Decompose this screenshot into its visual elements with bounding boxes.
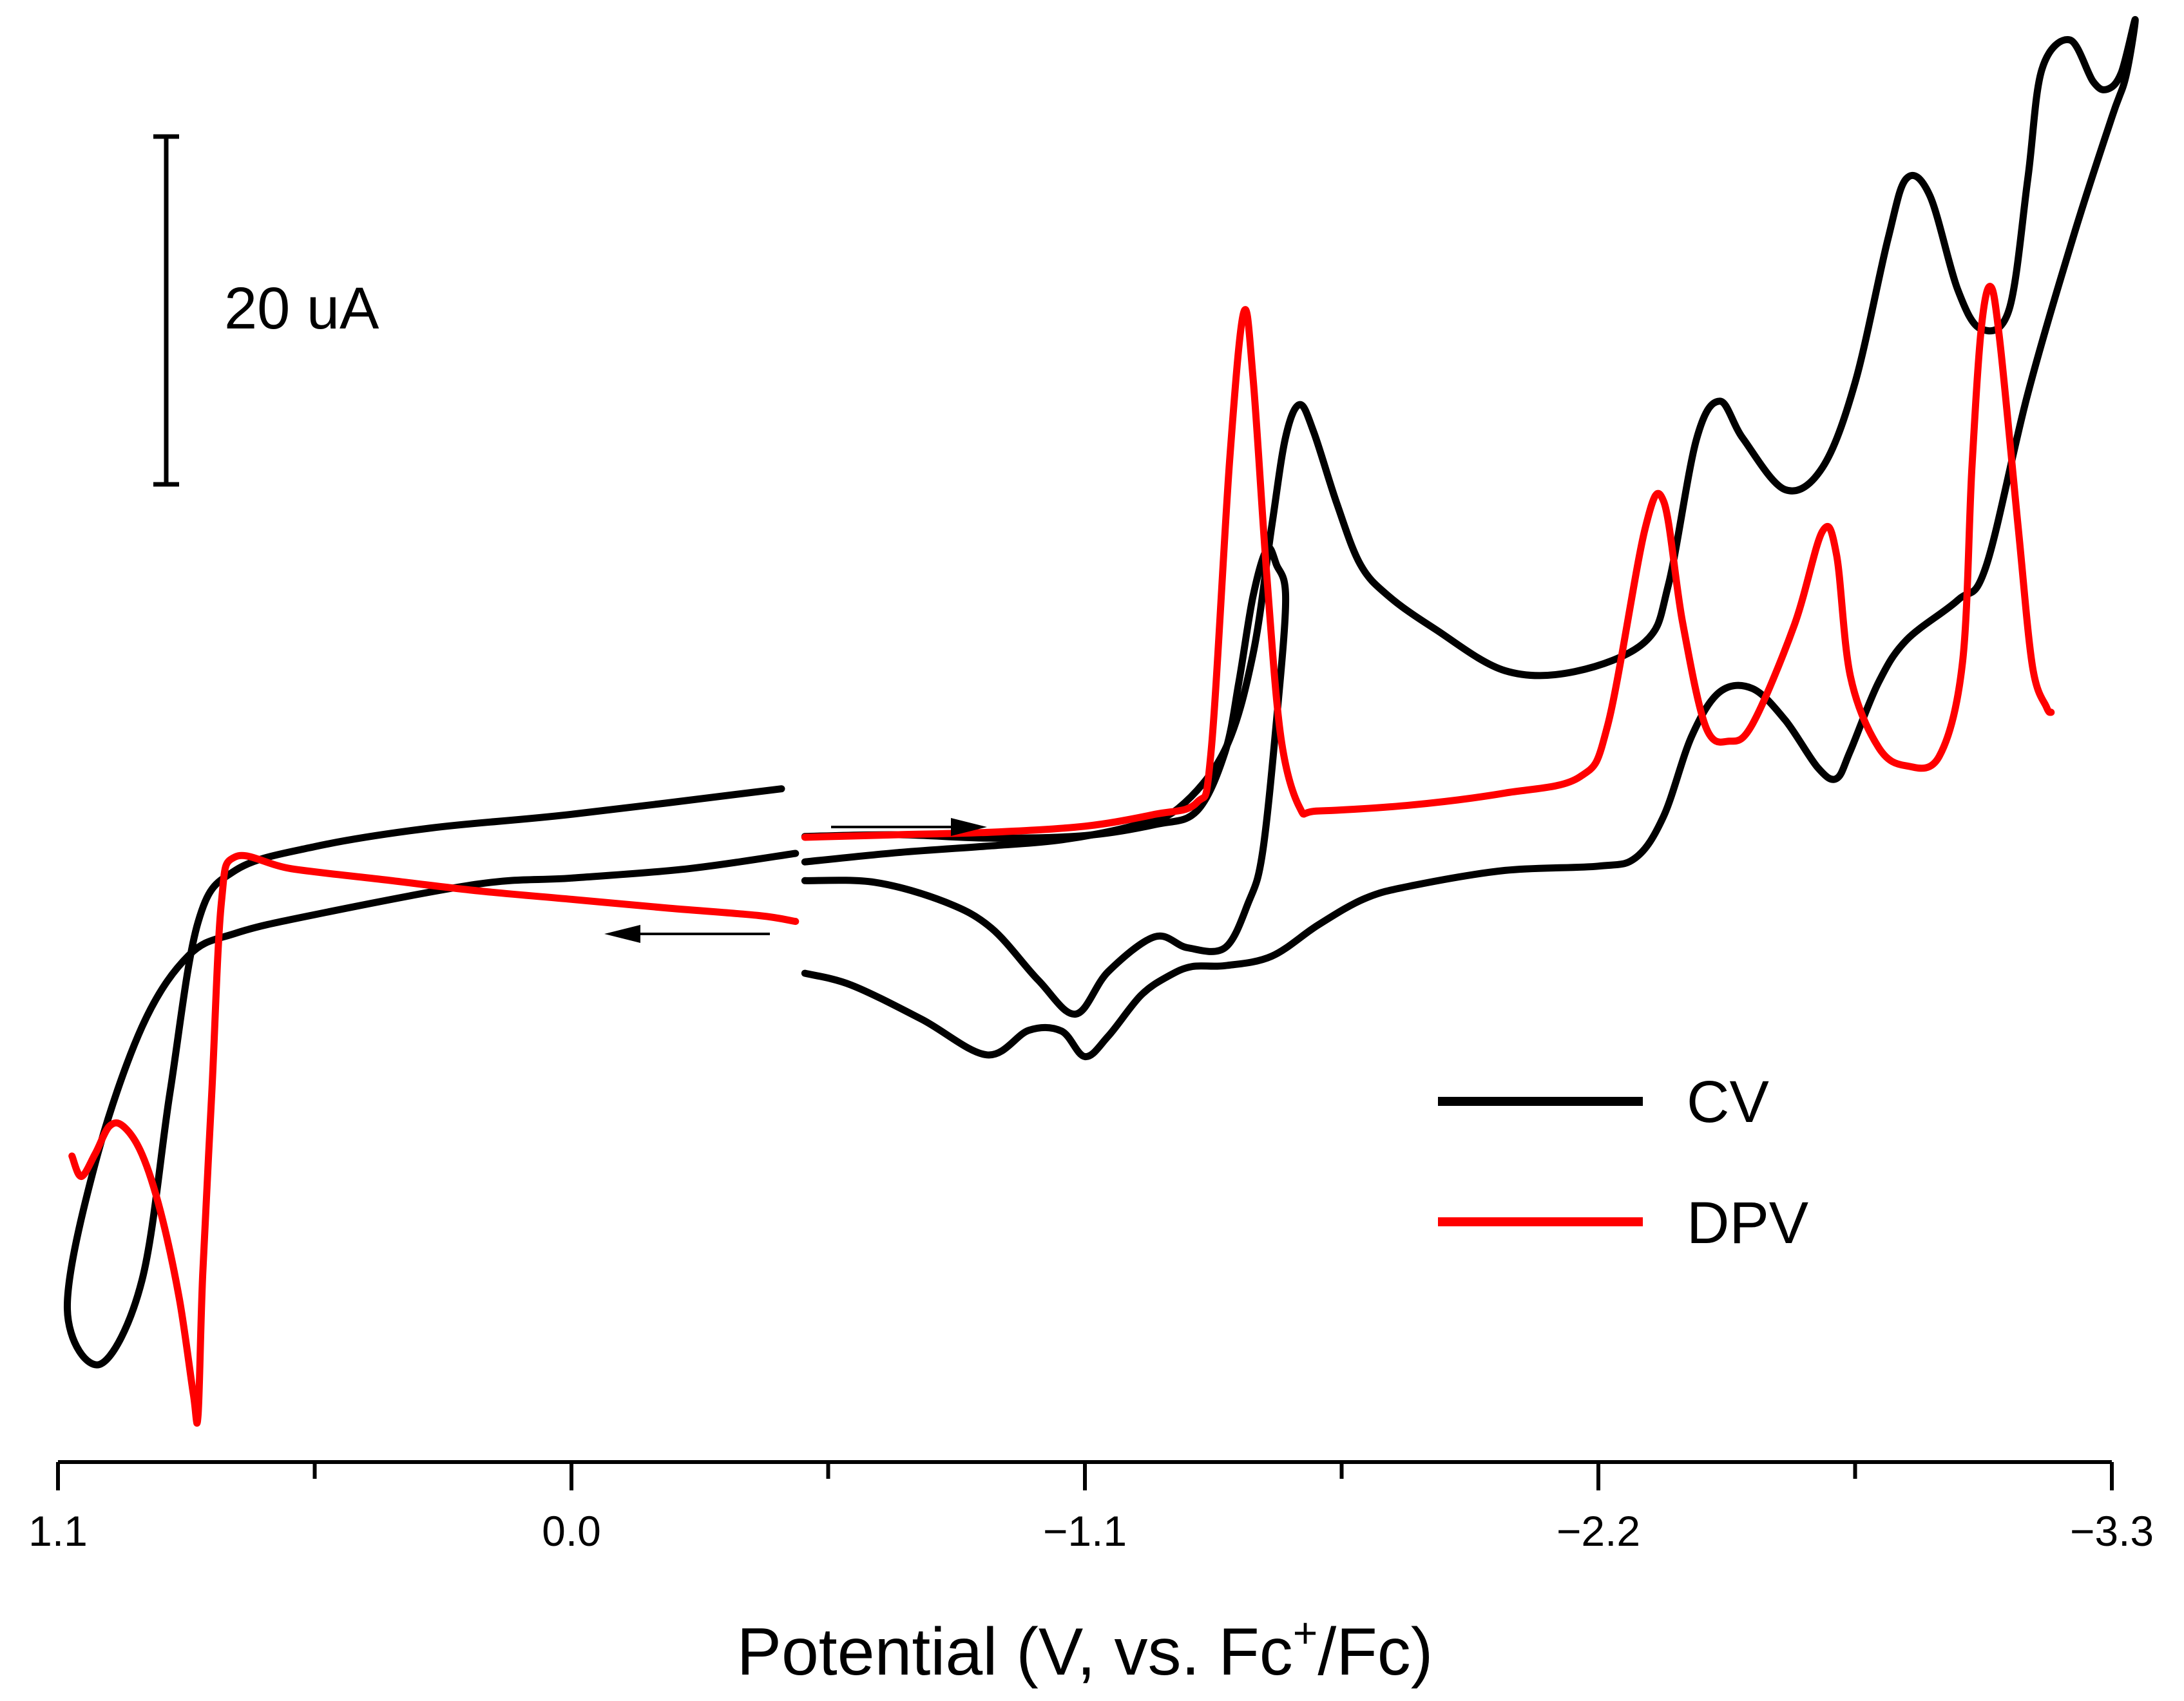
legend: CV DPV xyxy=(1438,1069,1808,1256)
x-tick-label: −2.2 xyxy=(1557,1507,1640,1555)
series-line-cv-inner xyxy=(801,544,1290,1018)
x-tick-label: −3.3 xyxy=(2070,1507,2154,1555)
series-line-cv-positive-loop xyxy=(63,785,800,1369)
forward-sweep-arrow xyxy=(831,818,987,836)
legend-label-cv: CV xyxy=(1687,1069,1769,1135)
x-axis-title: Potential (V, vs. Fc+/Fc) xyxy=(737,1609,1433,1689)
legend-label-dpv: DPV xyxy=(1687,1190,1808,1256)
forward-arrowhead xyxy=(951,818,987,836)
reverse-sweep-arrow xyxy=(604,925,770,943)
series-line-dpv-positive xyxy=(68,851,800,1427)
x-tick-label: 0.0 xyxy=(542,1507,601,1555)
scale-bar-label: 20 uA xyxy=(224,276,379,341)
x-axis-title-tail: /Fc) xyxy=(1317,1615,1433,1689)
x-axis-ticks: 1.1 0.0 −1.1 −2.2 −3.3 xyxy=(28,1462,2154,1555)
x-tick-label: −1.1 xyxy=(1043,1507,1127,1555)
x-axis-title-superscript: + xyxy=(1293,1609,1318,1657)
reverse-arrowhead xyxy=(604,925,640,943)
plot-curves xyxy=(63,15,2139,1427)
x-axis-title-main: Potential (V, vs. Fc xyxy=(737,1615,1293,1689)
scale-bar: 20 uA xyxy=(153,134,379,487)
series-line-dpv xyxy=(801,283,2055,841)
series-line-cv-forward xyxy=(801,15,2139,1060)
x-tick-label: 1.1 xyxy=(28,1507,88,1555)
